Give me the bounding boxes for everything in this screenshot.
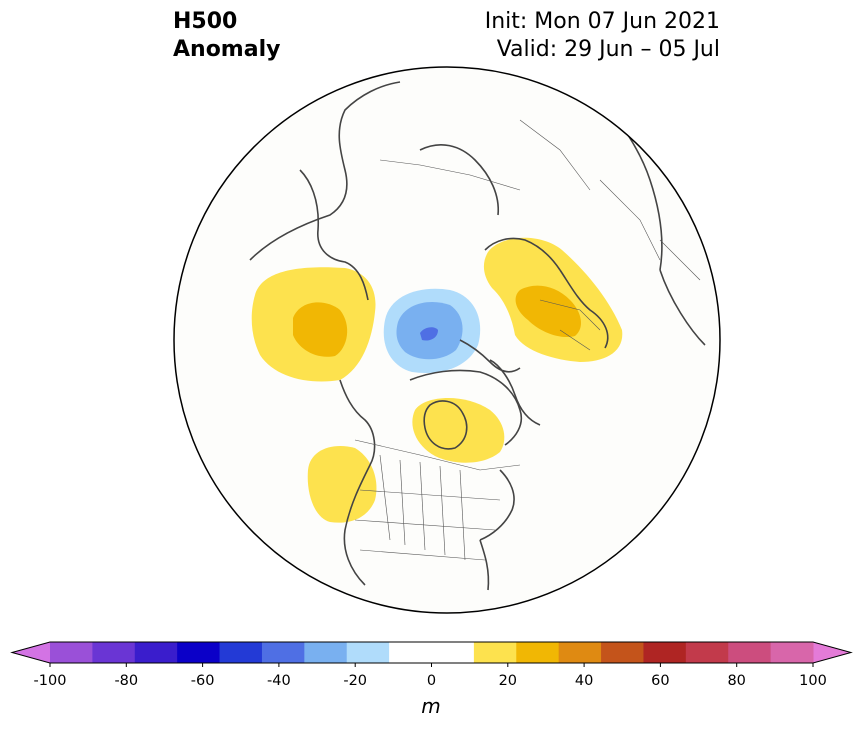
boundary-europe-2 bbox=[559, 329, 591, 351]
boundary-state-7 bbox=[354, 519, 496, 531]
colorbar-tick-label: 40 bbox=[574, 673, 594, 689]
colorbar-bin bbox=[134, 642, 178, 663]
coastline-scandinavia bbox=[484, 237, 561, 271]
anomaly-layer bbox=[251, 237, 623, 523]
colorbar-bin bbox=[728, 642, 772, 663]
boundary-state-5 bbox=[459, 469, 466, 561]
colorbar-bin bbox=[346, 642, 390, 663]
colorbar-extend-max bbox=[813, 642, 851, 663]
coastlines bbox=[249, 81, 706, 591]
colorbar-tick-label: 20 bbox=[498, 673, 518, 689]
colorbar-bin bbox=[516, 642, 560, 663]
colorbar-bin bbox=[770, 642, 814, 663]
coastline-baltic bbox=[559, 269, 609, 349]
boundary-state-4 bbox=[439, 465, 446, 556]
boundary-russia-2 bbox=[519, 119, 591, 191]
anomaly-arctic-core bbox=[420, 327, 438, 341]
init-date: Init: Mon 07 Jun 2021 bbox=[484, 9, 720, 34]
colorbar-extend-min bbox=[12, 642, 50, 663]
colorbar-tick-label: 0 bbox=[426, 673, 437, 689]
colorbar-tick-label: -80 bbox=[114, 673, 139, 689]
map-border bbox=[173, 66, 721, 614]
coastline-alaska-arctic bbox=[249, 81, 401, 261]
coastline-siberia-east bbox=[299, 169, 369, 301]
political-boundaries bbox=[354, 119, 701, 561]
colorbar-bin bbox=[473, 642, 517, 663]
coastline-greenland-west bbox=[489, 359, 541, 426]
colorbar-bin bbox=[219, 642, 263, 663]
coastline-na-east bbox=[479, 469, 515, 541]
colorbar-bin bbox=[304, 642, 348, 663]
colorbar-tick-label: -40 bbox=[267, 673, 291, 689]
colorbar bbox=[10, 641, 853, 667]
boundary-state-6 bbox=[359, 489, 501, 501]
coastline-greenland-north bbox=[459, 339, 521, 373]
colorbar-bin bbox=[601, 642, 644, 663]
coastline-hudson-bay bbox=[423, 400, 468, 450]
colorbar-bin bbox=[685, 642, 729, 663]
colorbar-tick-label: -20 bbox=[343, 673, 368, 689]
boundary-asia-2 bbox=[659, 239, 701, 281]
colorbar-bin bbox=[431, 642, 475, 663]
colorbar-bin bbox=[92, 642, 136, 663]
boundary-us-canada bbox=[354, 439, 521, 471]
coastline-na-southeast bbox=[479, 539, 490, 591]
coastline-canada-arctic bbox=[409, 369, 523, 446]
anomaly-europe-core bbox=[515, 285, 582, 338]
boundary-europe-1 bbox=[539, 299, 601, 331]
colorbar-bin bbox=[389, 642, 432, 663]
boundary-russia-1 bbox=[379, 159, 521, 191]
boundary-state-2 bbox=[399, 459, 406, 546]
boundary-state-3 bbox=[419, 461, 426, 551]
boundary-state-8 bbox=[359, 549, 486, 561]
colorbar-tick-label: 60 bbox=[651, 673, 670, 689]
title-block-right: Init: Mon 07 Jun 2021 Valid: 29 Jun – 05… bbox=[485, 8, 720, 64]
colorbar-tick-label: -60 bbox=[190, 673, 215, 689]
colorbar-tick-label: 100 bbox=[799, 673, 827, 689]
anomaly-alaska-core bbox=[293, 302, 348, 357]
colorbar-bin bbox=[177, 642, 221, 663]
colorbar-bin bbox=[558, 642, 602, 663]
colorbar-tick-label: 80 bbox=[727, 673, 746, 689]
colorbar-bin bbox=[50, 642, 93, 663]
boundary-asia-1 bbox=[599, 179, 661, 261]
boundary-state-1 bbox=[379, 454, 391, 541]
colorbar-units: m bbox=[421, 694, 441, 718]
title-block-left: H500 Anomaly bbox=[173, 8, 280, 64]
valid-period: Valid: 29 Jun – 05 Jul bbox=[496, 37, 720, 62]
anomaly-pnw-positive bbox=[307, 446, 377, 523]
coastline-siberia-north bbox=[419, 144, 500, 216]
variable-title: H500 bbox=[173, 9, 238, 34]
colorbar-bin bbox=[643, 642, 687, 663]
anomaly-canada-positive bbox=[412, 397, 505, 463]
colorbar-bin bbox=[261, 642, 305, 663]
coastline-europe-south bbox=[659, 269, 706, 346]
product-title: Anomaly bbox=[173, 37, 281, 62]
colorbar-tick-label: -100 bbox=[33, 673, 67, 689]
coastline-na-west bbox=[339, 379, 376, 586]
